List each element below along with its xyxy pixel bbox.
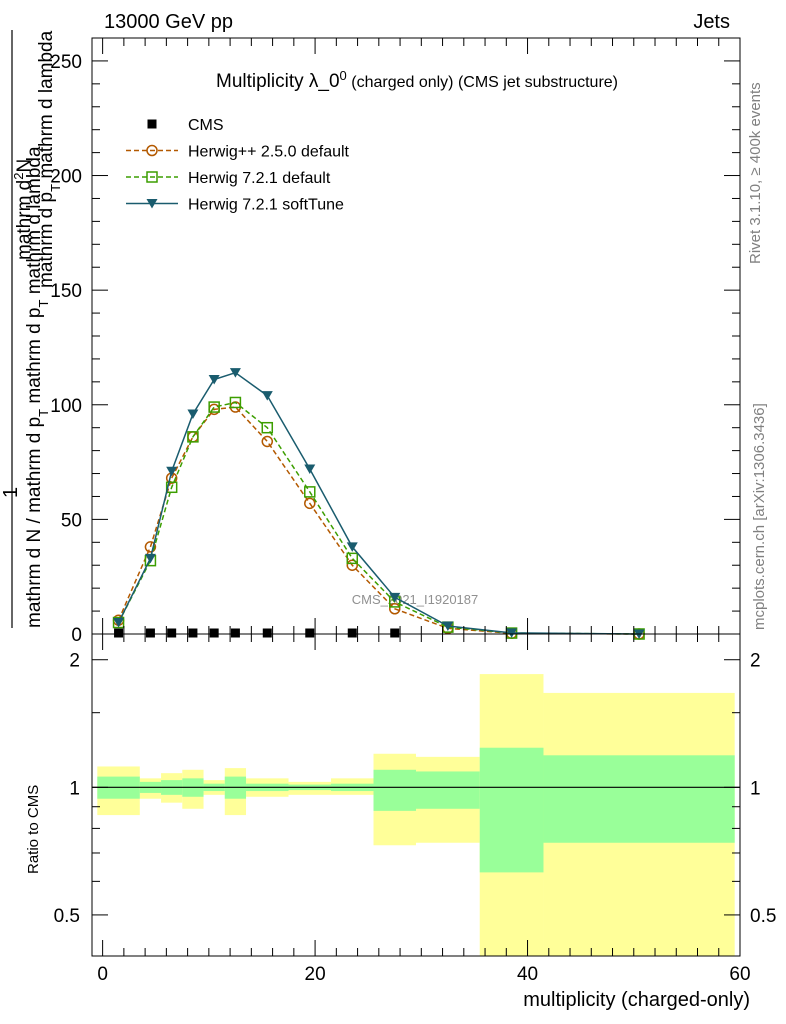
ratio-inner-band xyxy=(373,769,416,811)
main-y-tick-label: 50 xyxy=(61,510,82,531)
y-label-denominator: mathrm d N / mathrm d pT mathrm d pT mat… xyxy=(24,146,51,628)
main-y-tick-label: 0 xyxy=(71,625,82,646)
ratio-panel: 0.5 0.5 1 1 2 2 0 20 40 60 Ratio to CMS multipli… xyxy=(25,633,777,1011)
y-label-numerator-2: mathrm d pT mathrm d lambda xyxy=(36,30,63,288)
legend-label: CMS xyxy=(188,117,224,134)
data-point xyxy=(305,628,315,638)
x-axis-label: multiplicity (charged-only) xyxy=(523,989,750,1011)
data-point xyxy=(346,559,359,571)
series-line xyxy=(117,401,640,635)
legend-marker xyxy=(146,199,158,209)
legend-label: Herwig 7.2.1 default xyxy=(188,170,331,187)
ratio-y-tick-label-right: 2 xyxy=(750,651,761,672)
ratio-y-tick-label-right: 1 xyxy=(750,778,761,799)
data-point xyxy=(166,466,178,477)
ratio-y-tick-label: 0.5 xyxy=(54,906,80,927)
ratio-y-label: Ratio to CMS xyxy=(25,785,42,874)
series-3 xyxy=(113,368,645,639)
main-y-tick-label: 200 xyxy=(50,167,82,188)
energy-label: 13000 GeV pp xyxy=(104,11,233,33)
main-y-tick-label: 150 xyxy=(50,281,82,302)
ratio-x-tick-label: 40 xyxy=(517,964,538,985)
main-x-ticks xyxy=(102,38,741,634)
data-point xyxy=(145,628,155,638)
data-point xyxy=(144,553,156,564)
ratio-x-tick-label: 20 xyxy=(305,964,326,985)
data-point xyxy=(261,421,274,434)
group-label: Jets xyxy=(693,11,730,33)
y-label-one: 1 xyxy=(0,487,22,498)
main-y-tick-label: 100 xyxy=(50,396,82,417)
legend: CMS Herwig++ 2.5.0 default Herwig 7.2.1 de… xyxy=(126,117,350,214)
ratio-inner-band xyxy=(543,755,735,843)
legend-entry: Herwig++ 2.5.0 default xyxy=(126,144,350,161)
ratio-y-ticks: 0.5 0.5 1 1 2 2 xyxy=(54,651,777,927)
ratio-bands xyxy=(92,674,740,956)
ratio-y-tick-label: 1 xyxy=(69,778,80,799)
ratio-y-tick-label-right: 0.5 xyxy=(750,906,776,927)
legend-label: Herwig++ 2.5.0 default xyxy=(188,144,350,161)
data-point xyxy=(262,628,272,638)
ratio-x-tick-label: 60 xyxy=(729,964,750,985)
data-point xyxy=(389,592,401,603)
data-point xyxy=(346,542,358,552)
ratio-inner-band xyxy=(479,747,544,873)
legend-marker xyxy=(146,171,158,183)
main-title: Multiplicity λ_00 (charged only) (CMS je… xyxy=(216,68,618,93)
legend-entry: CMS xyxy=(147,117,224,134)
data-point xyxy=(209,628,219,638)
ratio-x-ticks: 0 20 40 60 xyxy=(97,634,751,985)
data-point xyxy=(390,628,400,638)
ratio-y-tick-label: 2 xyxy=(69,651,80,672)
data-point xyxy=(389,603,401,615)
main-y-tick-label: 250 xyxy=(50,52,82,73)
watermark: CMS_2021_I1920187 xyxy=(352,592,479,607)
data-point xyxy=(506,628,518,638)
data-point xyxy=(347,628,357,638)
data-point xyxy=(208,401,220,413)
legend-entry: Herwig 7.2.1 default xyxy=(126,170,331,187)
data-point xyxy=(229,368,241,378)
main-y-axis-label: mathrm d2N mathrm d pT mathrm d lambda 1… xyxy=(0,30,63,628)
data-point xyxy=(304,497,316,510)
legend-entry: Herwig 7.2.1 softTune xyxy=(126,197,344,214)
data-point xyxy=(442,621,454,631)
data-point xyxy=(187,409,199,419)
data-point xyxy=(304,486,316,498)
series-0 xyxy=(114,628,400,638)
legend-label: Herwig 7.2.1 softTune xyxy=(188,197,344,214)
ratio-frame xyxy=(91,633,741,957)
data-point xyxy=(230,628,240,638)
ratio-inner-band xyxy=(416,771,480,809)
data-point xyxy=(261,391,273,401)
data-point xyxy=(346,552,359,565)
data-point xyxy=(261,435,274,448)
data-point xyxy=(113,618,125,628)
data-point xyxy=(144,541,157,553)
data-point xyxy=(114,628,124,638)
legend-marker xyxy=(146,144,158,157)
data-point xyxy=(187,431,199,443)
data-point xyxy=(208,375,220,385)
main-data-layer xyxy=(112,368,645,640)
data-point xyxy=(165,481,178,494)
data-point xyxy=(188,628,198,638)
data-point xyxy=(229,396,242,409)
legend-marker xyxy=(147,119,157,129)
mcplots-label: mcplots.cern.ch [arXiv:1306.3436] xyxy=(751,403,768,630)
rivet-label: Rivet 3.1.10, ≥ 400k events xyxy=(747,82,764,264)
data-point xyxy=(167,628,177,638)
main-panel: CMS_2021_I1920187 0 50 100 150 200 250 Multip… xyxy=(50,37,741,646)
data-point xyxy=(304,464,316,474)
ratio-x-tick-label: 0 xyxy=(97,964,108,985)
y-label-numerator: mathrm d2N xyxy=(11,159,36,260)
main-y-ticks: 0 50 100 150 200 250 xyxy=(50,52,740,646)
